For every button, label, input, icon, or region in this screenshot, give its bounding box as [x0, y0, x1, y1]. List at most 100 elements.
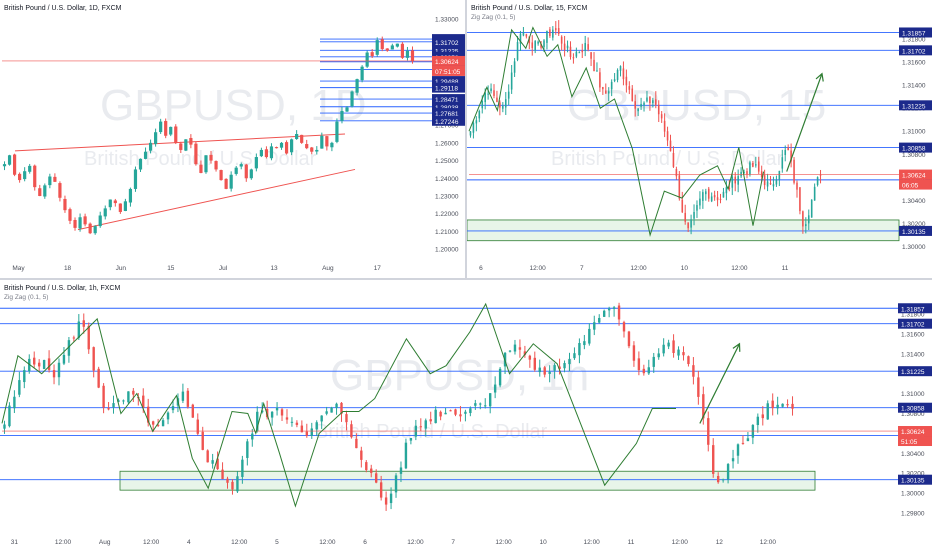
candle-body: [138, 158, 143, 170]
y-tick-label: 1.30400: [901, 451, 925, 458]
candle-body: [122, 400, 125, 402]
candle-body: [264, 149, 269, 158]
y-tick-label: 1.24000: [435, 176, 459, 183]
y-tick-label: 1.27000: [435, 123, 459, 130]
x-tick-label: 6: [363, 539, 367, 546]
candle-body: [725, 187, 728, 194]
daily-chart-pane[interactable]: GBPUSD, 1D British Pound / U.S. Dollar B…: [0, 0, 466, 278]
countdown-tag-text: 06:05: [902, 183, 919, 190]
candle-body: [772, 184, 775, 187]
candle-body: [563, 43, 566, 50]
level-price-tag-text: 1.30858: [901, 406, 925, 413]
candle-body: [33, 165, 37, 188]
candle-body: [593, 322, 596, 330]
m15-chart-pane[interactable]: GBPUSD, 15 British Pound / U.S. Dollar B…: [466, 0, 932, 278]
indicator-label[interactable]: Zig Zag (0.1, 5): [4, 294, 48, 301]
candle-body: [513, 61, 516, 73]
h1-chart-pane[interactable]: GBPUSD, 1h British Pound / U.S. Dollar B…: [0, 280, 932, 550]
candle-body: [687, 356, 690, 365]
candle-body: [123, 201, 127, 211]
candle-body: [52, 370, 56, 378]
candle-body: [548, 371, 551, 374]
candle-body: [216, 458, 219, 470]
candle-body: [599, 72, 601, 88]
candle-body: [508, 350, 512, 352]
candle-body: [568, 359, 571, 365]
candle-body: [290, 139, 294, 153]
level-price-tag-text: 1.29488: [435, 79, 459, 86]
candle-body: [612, 307, 616, 309]
candle-body: [28, 165, 32, 172]
watermark: GBPUSD, 1D: [100, 81, 367, 130]
candle-body: [166, 412, 170, 420]
candle-body: [649, 96, 651, 104]
indicator-label[interactable]: Zig Zag (0.1, 5): [471, 14, 515, 21]
watermark-subtitle: British Pound / U.S. Dollar: [315, 421, 548, 443]
level-price-tag-text: 1.31702: [435, 40, 459, 47]
candle-body: [226, 478, 229, 483]
countdown-tag: [432, 65, 466, 76]
candle-body: [484, 92, 486, 103]
candle-body: [493, 384, 497, 393]
candle-body: [481, 100, 484, 109]
candle-body: [47, 358, 51, 370]
candle-body: [490, 88, 492, 92]
candle-body: [533, 357, 536, 370]
horizontal-divider[interactable]: [0, 278, 932, 280]
candle-body: [488, 393, 492, 407]
candle-body: [340, 110, 344, 121]
candle-body: [236, 476, 239, 492]
candle-body: [778, 170, 781, 180]
candle-body: [82, 320, 85, 327]
candle-body: [53, 176, 57, 182]
candle-body: [622, 322, 626, 332]
candle-body: [62, 354, 66, 364]
candle-body: [385, 48, 389, 51]
candle-body: [434, 409, 437, 424]
level-price-tag: [898, 303, 932, 314]
level-price-tag: [432, 82, 466, 93]
y-tick-label: 1.25000: [435, 158, 459, 165]
candle-body: [784, 149, 787, 156]
daily-chart[interactable]: GBPUSD, 1D British Pound / U.S. Dollar B…: [0, 0, 466, 278]
vertical-divider[interactable]: [465, 0, 467, 278]
y-tick-label: 1.22000: [435, 211, 459, 218]
candle-body: [459, 414, 462, 417]
candle-body: [504, 99, 507, 108]
candle-body: [619, 66, 622, 71]
candle-body: [405, 50, 410, 58]
candle-body: [538, 367, 541, 373]
level-price-tag-text: 1.31702: [902, 48, 926, 55]
level-price-tag: [898, 366, 932, 377]
candle-body: [310, 428, 313, 436]
trendline: [14, 133, 346, 152]
level-price-tag: [899, 142, 932, 153]
candle-body: [224, 178, 228, 189]
candle-body: [791, 403, 794, 409]
x-tick-label: 11: [782, 265, 789, 272]
candle-body: [169, 126, 173, 135]
candle-body: [186, 390, 190, 407]
candle-body: [384, 497, 388, 505]
m15-chart[interactable]: GBPUSD, 15 British Pound / U.S. Dollar B…: [466, 0, 932, 278]
candle-body: [88, 223, 92, 234]
candle-body: [295, 134, 299, 140]
candle-body: [179, 143, 183, 150]
y-tick-label: 1.31800: [902, 37, 926, 44]
x-tick-label: May: [12, 265, 25, 272]
candle-body: [813, 186, 816, 201]
candle-body: [424, 420, 427, 429]
candle-body: [350, 424, 353, 438]
candle-body: [516, 42, 519, 60]
candle-body: [693, 212, 695, 219]
candle-body: [607, 91, 610, 94]
x-tick-label: 12:00: [55, 539, 72, 546]
candle-body: [479, 403, 482, 405]
candle-body: [474, 403, 477, 406]
candle-body: [553, 365, 556, 371]
h1-chart[interactable]: GBPUSD, 1h British Pound / U.S. Dollar B…: [0, 280, 932, 550]
level-price-tag: [898, 402, 932, 413]
candle-body: [33, 357, 36, 365]
candle-body: [28, 358, 31, 372]
candle-body: [399, 467, 403, 474]
